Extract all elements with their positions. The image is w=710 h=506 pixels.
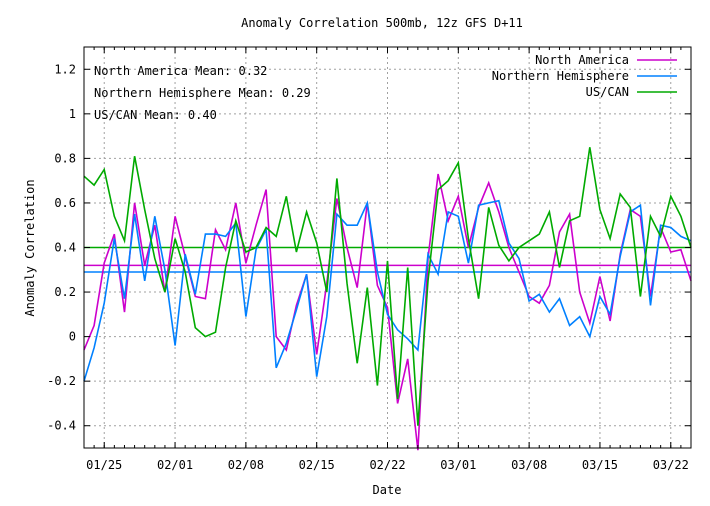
x-tick-label: 02/22 bbox=[369, 458, 405, 472]
y-axis-label: Anomaly Correlation bbox=[23, 179, 37, 316]
y-tick-label: 0.8 bbox=[54, 151, 76, 165]
x-tick-label: 01/25 bbox=[86, 458, 122, 472]
annotation-north-america-mean: North America Mean: 0.32 bbox=[94, 64, 267, 78]
y-axis-ticks: -0.4 -0.2 0 0.2 0.4 0.6 0.8 1 1.2 bbox=[47, 62, 691, 433]
series-line-us-can bbox=[83, 147, 692, 426]
x-axis-ticks: 01/25 02/01 02/08 02/15 02/22 03/01 03/08 03/15… bbox=[83, 47, 692, 472]
y-tick-label: 0 bbox=[69, 330, 76, 344]
x-tick-label: 02/08 bbox=[228, 458, 264, 472]
legend-label-northern-hemisphere: Northern Hemisphere bbox=[492, 69, 629, 83]
x-tick-label: 03/15 bbox=[582, 458, 618, 472]
x-tick-label: 02/15 bbox=[299, 458, 335, 472]
legend-label-north-america: North America bbox=[535, 53, 629, 67]
annotation-northern-hemisphere-mean: Northern Hemisphere Mean: 0.29 bbox=[94, 86, 311, 100]
series-line-northern-hemisphere bbox=[83, 199, 692, 382]
x-tick-label: 03/22 bbox=[653, 458, 689, 472]
series-lines bbox=[83, 147, 692, 451]
legend-label-us-can: US/CAN bbox=[586, 85, 629, 99]
y-tick-label: -0.4 bbox=[47, 419, 76, 433]
y-tick-label: 1.2 bbox=[54, 62, 76, 76]
y-tick-label: 0.6 bbox=[54, 196, 76, 210]
y-tick-label: 0.2 bbox=[54, 285, 76, 299]
legend: North America Northern Hemisphere US/CAN bbox=[492, 53, 677, 99]
annotation-us-can-mean: US/CAN Mean: 0.40 bbox=[94, 108, 217, 122]
x-tick-label: 03/08 bbox=[511, 458, 547, 472]
x-tick-label: 02/01 bbox=[157, 458, 193, 472]
x-axis-label: Date bbox=[373, 483, 402, 497]
chart-title: Anomaly Correlation 500mb, 12z GFS D+11 bbox=[241, 16, 523, 30]
x-tick-label: 03/01 bbox=[440, 458, 476, 472]
y-tick-label: -0.2 bbox=[47, 374, 76, 388]
y-tick-label: 1 bbox=[69, 107, 76, 121]
y-tick-label: 0.4 bbox=[54, 241, 76, 255]
